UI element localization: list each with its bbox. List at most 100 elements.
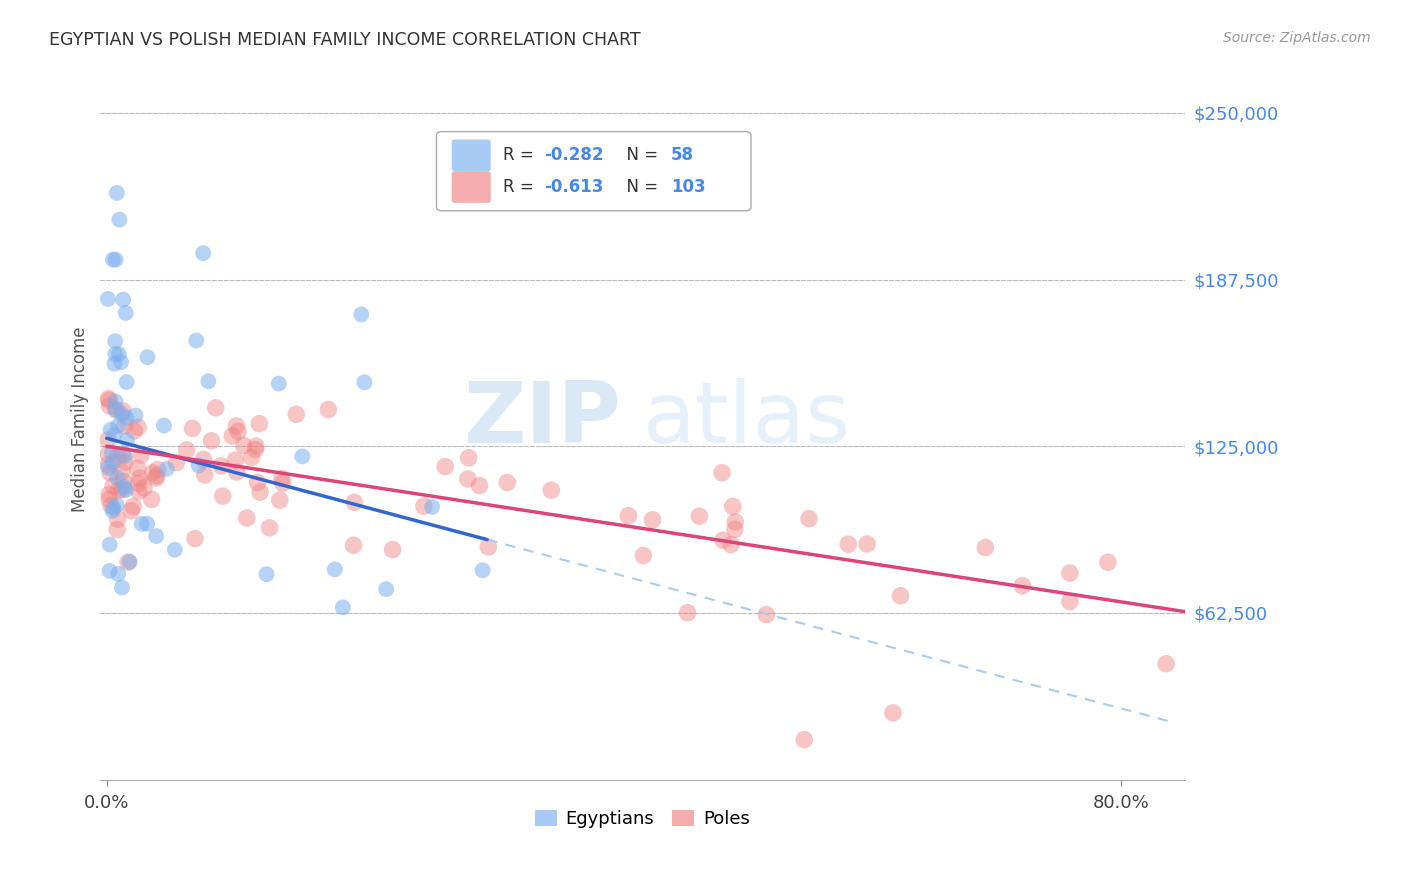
Point <box>97 460 120 475</box>
Point <box>111 404 134 418</box>
Point <box>97 292 120 306</box>
Point <box>115 411 138 425</box>
Point <box>200 434 222 448</box>
Point <box>797 511 820 525</box>
Point <box>115 375 138 389</box>
Point <box>457 450 479 465</box>
Point <box>101 252 124 267</box>
Point <box>145 529 167 543</box>
Point <box>127 461 149 475</box>
Point <box>103 501 125 516</box>
Point <box>101 479 124 493</box>
Text: R =: R = <box>502 146 538 164</box>
Point <box>256 567 278 582</box>
Point <box>688 509 710 524</box>
Point <box>105 470 128 484</box>
Point <box>641 513 664 527</box>
Point <box>120 504 142 518</box>
Text: atlas: atlas <box>643 378 851 461</box>
Point <box>111 448 134 462</box>
Point <box>98 487 121 501</box>
Text: N =: N = <box>616 178 664 196</box>
Point <box>118 555 141 569</box>
Point <box>104 347 127 361</box>
Point <box>127 420 149 434</box>
Text: 103: 103 <box>671 178 706 196</box>
Point <box>540 483 562 498</box>
Point <box>97 433 120 447</box>
Point <box>131 516 153 531</box>
Point <box>381 542 404 557</box>
Point <box>225 418 247 433</box>
Point <box>97 458 120 472</box>
Point <box>114 449 136 463</box>
Point <box>107 418 129 433</box>
Point <box>176 442 198 457</box>
Point <box>98 399 121 413</box>
Point <box>97 447 120 461</box>
Point <box>350 308 373 322</box>
Point <box>111 407 134 421</box>
Point <box>477 540 499 554</box>
Point <box>247 417 270 431</box>
Point <box>285 407 308 421</box>
Text: Source: ZipAtlas.com: Source: ZipAtlas.com <box>1223 31 1371 45</box>
Point <box>104 402 127 417</box>
Y-axis label: Median Family Income: Median Family Income <box>72 326 89 512</box>
Text: N =: N = <box>616 146 664 164</box>
Point <box>128 471 150 485</box>
Point <box>146 462 169 476</box>
Point <box>124 409 146 423</box>
Text: ZIP: ZIP <box>463 378 621 461</box>
Point <box>1059 566 1081 581</box>
Point <box>221 429 243 443</box>
Point <box>1097 555 1119 569</box>
Point <box>98 537 121 551</box>
Point <box>105 523 128 537</box>
Point <box>318 402 340 417</box>
Point <box>271 476 294 491</box>
Point <box>117 555 139 569</box>
Point <box>1154 657 1177 671</box>
Point <box>103 357 125 371</box>
Point <box>103 427 125 442</box>
Point <box>246 475 269 490</box>
FancyBboxPatch shape <box>451 171 491 202</box>
Point <box>323 562 346 576</box>
Point <box>720 538 742 552</box>
Point <box>269 493 291 508</box>
Point <box>156 462 179 476</box>
Point <box>165 456 187 470</box>
Point <box>114 306 136 320</box>
Point <box>711 466 734 480</box>
Text: -0.282: -0.282 <box>544 146 603 164</box>
Point <box>343 495 366 509</box>
Point <box>100 499 122 513</box>
Point <box>724 515 747 529</box>
Point <box>114 418 136 433</box>
Point <box>434 459 457 474</box>
Point <box>184 532 207 546</box>
Point <box>245 442 267 457</box>
Point <box>259 521 281 535</box>
Point <box>101 504 124 518</box>
Point <box>105 186 128 200</box>
Point <box>105 498 128 512</box>
Point <box>711 533 734 548</box>
Point <box>112 293 135 307</box>
Point <box>240 450 263 465</box>
Point <box>111 581 134 595</box>
Point <box>128 484 150 499</box>
Point <box>209 458 232 473</box>
Point <box>793 732 815 747</box>
Point <box>211 489 233 503</box>
Point <box>1059 594 1081 608</box>
Point <box>974 541 997 555</box>
Point <box>633 549 655 563</box>
Point <box>236 511 259 525</box>
Point <box>100 466 122 480</box>
Point <box>856 537 879 551</box>
Point <box>115 483 138 497</box>
Point <box>181 421 204 435</box>
Point <box>112 475 135 489</box>
